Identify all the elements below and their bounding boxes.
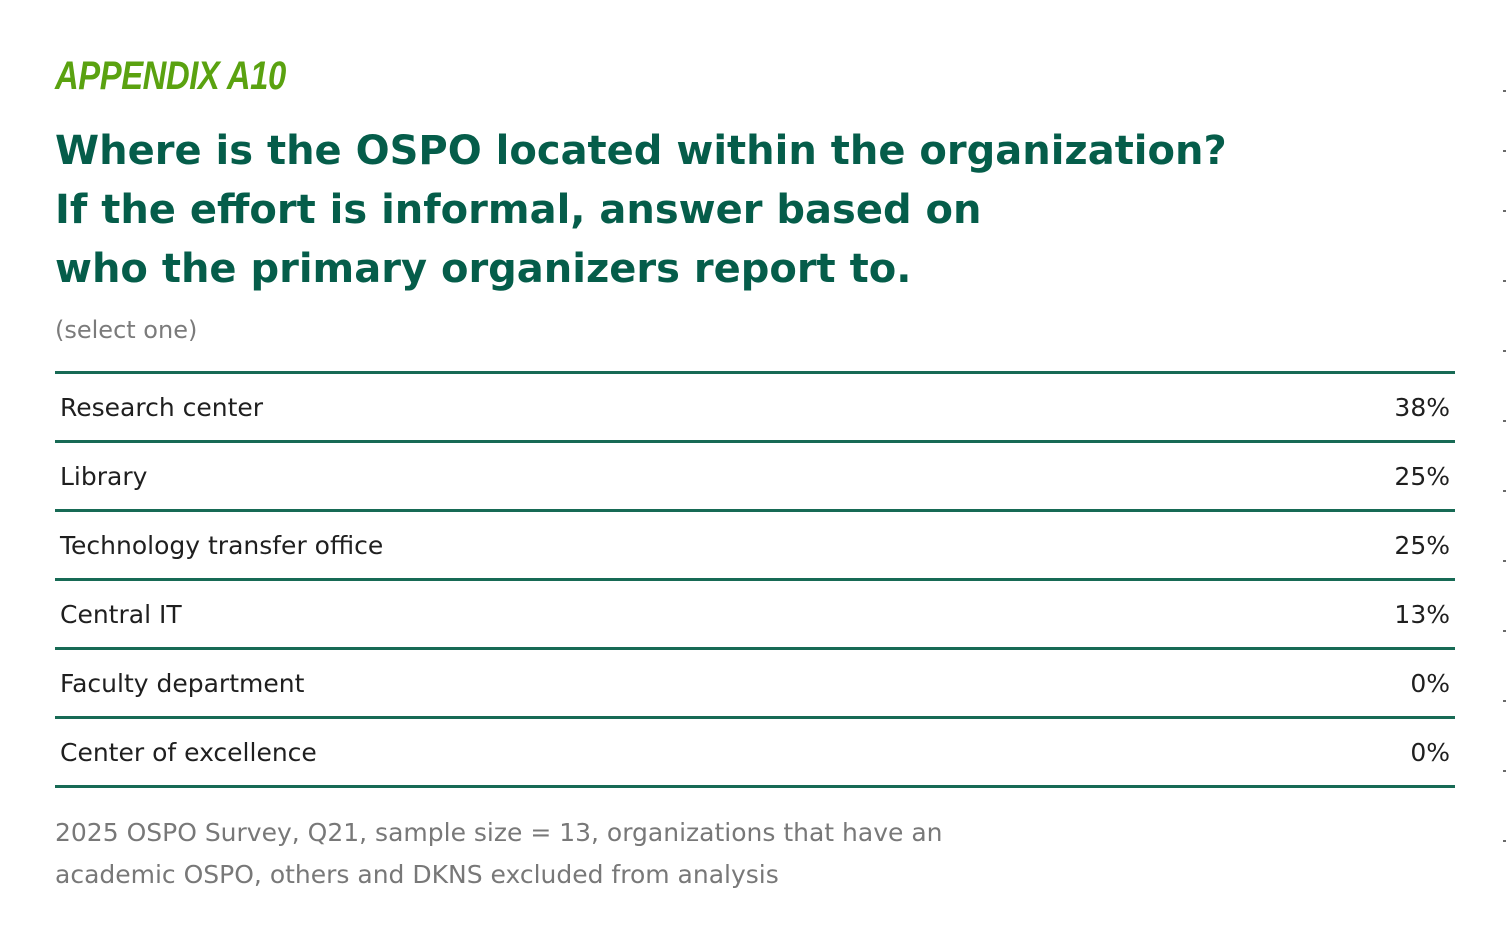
row-value: 0% — [1410, 668, 1450, 698]
edge-mark — [1503, 150, 1506, 152]
edge-mark — [1503, 90, 1506, 92]
edge-mark — [1503, 420, 1506, 422]
source-line: 2025 OSPO Survey, Q21, sample size = 13,… — [55, 818, 943, 847]
row-label: Research center — [60, 392, 264, 422]
row-label: Central IT — [60, 599, 182, 629]
edge-mark — [1503, 630, 1506, 632]
appendix-label: APPENDIX A10 — [55, 54, 286, 98]
edge-mark — [1503, 350, 1506, 352]
edge-mark — [1503, 700, 1506, 702]
table-row: Technology transfer office 25% — [55, 512, 1455, 581]
page-edge-marks — [1502, 80, 1506, 900]
question-qualifier: (select one) — [55, 316, 198, 344]
edge-mark — [1503, 490, 1506, 492]
row-value: 0% — [1410, 737, 1450, 767]
edge-mark — [1503, 770, 1506, 772]
table-row: Central IT 13% — [55, 581, 1455, 650]
source-note: 2025 OSPO Survey, Q21, sample size = 13,… — [55, 812, 1455, 896]
question-heading: Where is the OSPO located within the org… — [55, 122, 1455, 299]
table-row: Center of excellence 0% — [55, 719, 1455, 788]
edge-mark — [1503, 210, 1506, 212]
row-value: 25% — [1394, 461, 1450, 491]
table-row: Faculty department 0% — [55, 650, 1455, 719]
table-row: Library 25% — [55, 443, 1455, 512]
row-value: 13% — [1394, 599, 1450, 629]
question-line: Where is the OSPO located within the org… — [55, 128, 1227, 174]
row-label: Faculty department — [60, 668, 305, 698]
table-row: Research center 38% — [55, 374, 1455, 443]
row-value: 25% — [1394, 530, 1450, 560]
question-line: If the effort is informal, answer based … — [55, 187, 982, 233]
row-label: Library — [60, 461, 148, 491]
row-value: 38% — [1394, 392, 1450, 422]
appendix-page: APPENDIX A10 Where is the OSPO located w… — [55, 52, 1455, 896]
source-line: academic OSPO, others and DKNS excluded … — [55, 860, 779, 889]
edge-mark — [1503, 560, 1506, 562]
results-table: Research center 38% Library 25% Technolo… — [55, 371, 1455, 788]
edge-mark — [1503, 280, 1506, 282]
question-line: who the primary organizers report to. — [55, 246, 912, 292]
row-label: Technology transfer office — [60, 530, 384, 560]
row-label: Center of excellence — [60, 737, 317, 767]
edge-mark — [1503, 840, 1506, 842]
